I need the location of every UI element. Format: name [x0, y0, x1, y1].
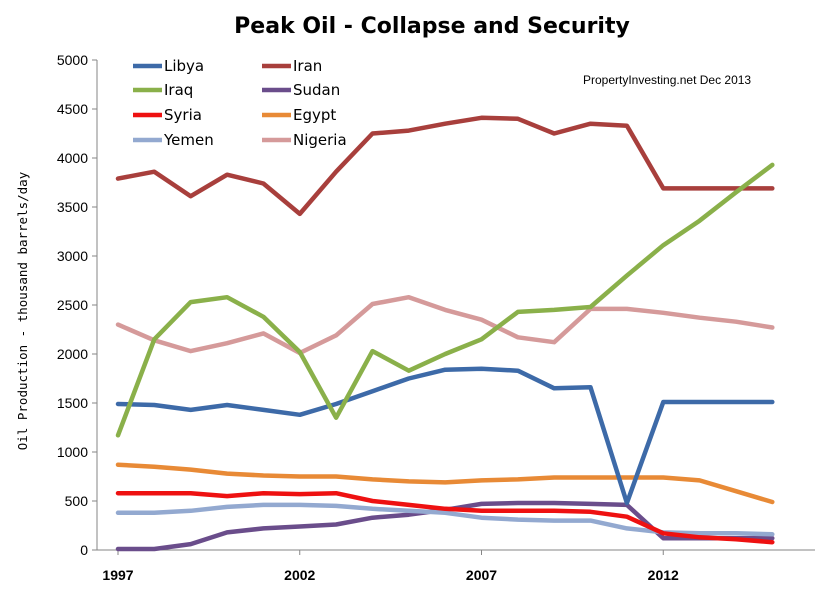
legend-label: Syria: [164, 106, 202, 124]
x-tick-label: 2007: [466, 567, 497, 583]
legend: Libya Iran Iraq Sudan Syria Egypt Yemen Nigeria: [133, 57, 347, 149]
series-line-iraq: [115, 162, 775, 438]
y-tick-label: 1500: [57, 395, 88, 411]
series-line-iran: [115, 115, 775, 217]
legend-label: Egypt: [293, 106, 336, 124]
series-line-egypt: [115, 462, 775, 505]
series-layer: [115, 115, 775, 552]
y-axis-label: Oil Production - thousand barrels/day: [15, 171, 30, 450]
y-tick-label: 2000: [57, 346, 88, 362]
legend-label: Sudan: [293, 81, 340, 99]
y-tick-label: 2500: [57, 297, 88, 313]
y-tick-label: 3500: [57, 199, 88, 215]
series-line-libya: [115, 366, 775, 506]
axes: 0 500 1000 1500 2000 2500 3000 3500 4000 4500 5000…: [57, 52, 815, 583]
legend-label: Libya: [164, 57, 204, 75]
x-tick-label: 2002: [284, 567, 315, 583]
x-tick-label: 1997: [102, 567, 133, 583]
series-line-nigeria: [115, 294, 775, 356]
series-line-syria: [115, 490, 775, 545]
y-tick-label: 4500: [57, 101, 88, 117]
legend-label: Nigeria: [293, 131, 347, 149]
chart-title: Peak Oil - Collapse and Security: [234, 14, 630, 39]
y-tick-label: 500: [65, 493, 89, 509]
y-tick-label: 0: [80, 542, 88, 558]
y-tick-label: 1000: [57, 444, 88, 460]
y-tick-label: 5000: [57, 52, 88, 68]
legend-label: Iran: [293, 57, 322, 75]
y-tick-label: 3000: [57, 248, 88, 264]
legend-label: Iraq: [164, 81, 193, 99]
source-annotation: PropertyInvesting.net Dec 2013: [583, 73, 751, 87]
y-tick-label: 4000: [57, 150, 88, 166]
x-tick-label: 2012: [648, 567, 679, 583]
legend-label: Yemen: [163, 131, 214, 149]
